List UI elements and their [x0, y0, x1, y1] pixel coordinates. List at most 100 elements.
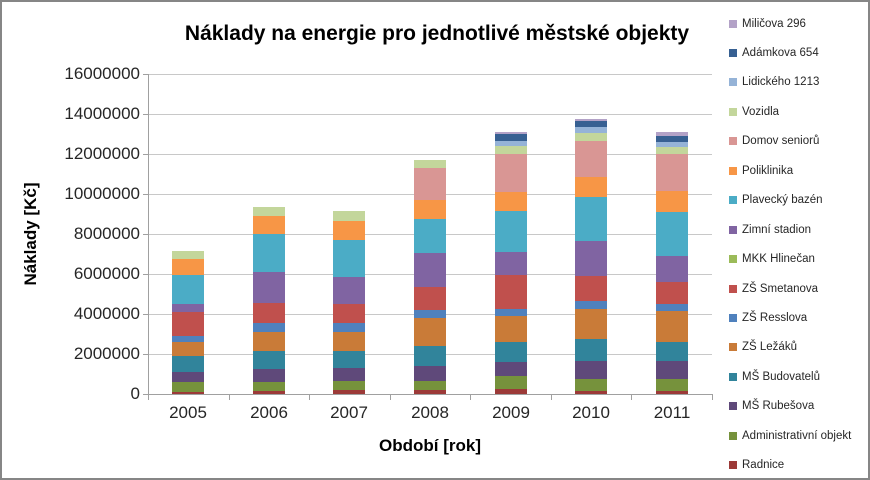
legend-item: ZŠ Ležáků [729, 339, 797, 355]
bar-segment-2006 [253, 303, 285, 323]
x-tick-mark [309, 395, 310, 400]
bar-segment-2011 [656, 142, 688, 147]
bar-segment-2008 [414, 310, 446, 318]
y-tick-label: 2000000 [73, 344, 140, 363]
bar-segment-2006 [253, 272, 285, 303]
bar-segment-2010 [575, 241, 607, 276]
bar-segment-2005 [172, 275, 204, 304]
legend-item: Adámkova 654 [729, 45, 819, 61]
bar-segment-2007 [333, 323, 365, 332]
legend-swatch [729, 255, 737, 263]
bar-segment-2009 [495, 362, 527, 376]
x-tick-mark [631, 395, 632, 400]
bar-segment-2010 [575, 119, 607, 121]
legend-item: MŠ Rubešova [729, 398, 814, 414]
y-tick-label: 0 [130, 384, 140, 403]
bar-segment-2010 [575, 197, 607, 241]
bar-segment-2008 [414, 168, 446, 200]
legend-item: Plavecký bazén [729, 192, 823, 208]
x-tick-label: 2006 [250, 403, 288, 422]
x-axis-line [148, 394, 713, 395]
bar-segment-2010 [575, 141, 607, 177]
bar-segment-2011 [656, 391, 688, 394]
chart-title: Náklady na energie pro jednotlivé městsk… [184, 22, 690, 45]
y-tick-label: 8000000 [73, 224, 140, 243]
y-axis-title: Náklady [Kč] [21, 182, 40, 286]
x-tick-label: 2008 [411, 403, 449, 422]
bar-segment-2008 [414, 253, 446, 287]
x-tick-label: 2010 [572, 403, 610, 422]
bar-segment-2011 [656, 154, 688, 191]
y-gridline [148, 74, 712, 75]
bar-segment-2006 [253, 369, 285, 382]
bar-segment-2005 [172, 304, 204, 312]
legend-swatch [729, 49, 737, 57]
x-tick-mark [390, 395, 391, 400]
legend-item-label: Plavecký bazén [742, 194, 823, 206]
bar-segment-2010 [575, 133, 607, 141]
bar-segment-2008 [414, 318, 446, 346]
legend-item-label: Vozidla [742, 106, 780, 118]
bar-segment-2008 [414, 390, 446, 394]
bar-segment-2007 [333, 351, 365, 368]
y-gridline [148, 114, 712, 115]
legend-item-label: ZŠ Smetanova [742, 283, 819, 295]
y-tick-mark [143, 74, 148, 75]
legend-item: MKK Hlinečan [729, 251, 815, 267]
bar-segment-2008 [414, 287, 446, 310]
bar-segment-2011 [656, 282, 688, 304]
y-tick-mark [143, 114, 148, 115]
legend-item: Domov seniorů [729, 133, 819, 149]
bar-segment-2007 [333, 277, 365, 304]
legend-item: Lidického 1213 [729, 74, 819, 90]
y-tick-mark [143, 194, 148, 195]
bar-segment-2005 [172, 259, 204, 275]
bar-segment-2011 [656, 256, 688, 282]
legend-item: Poliklinika [729, 163, 793, 179]
bar-segment-2010 [575, 127, 607, 133]
y-tick-mark [143, 154, 148, 155]
x-tick-mark [470, 395, 471, 400]
legend-item-label: Domov seniorů [742, 135, 820, 147]
bar-segment-2009 [495, 146, 527, 154]
legend-item-label: Administrativní objekt [742, 430, 852, 442]
bar-segment-2009 [495, 389, 527, 394]
x-tick-label: 2011 [653, 403, 691, 422]
legend-swatch [729, 226, 737, 234]
legend-swatch [729, 196, 737, 204]
bar-segment-2009 [495, 132, 527, 134]
legend-item-label: Zimní stadion [742, 224, 812, 236]
bar-segment-2005 [172, 382, 204, 392]
legend-swatch [729, 20, 737, 28]
bar-segment-2009 [495, 252, 527, 275]
bar-segment-2009 [495, 376, 527, 389]
y-gridline [148, 154, 712, 155]
bar-segment-2008 [414, 366, 446, 381]
bar-segment-2006 [253, 332, 285, 351]
bar-segment-2009 [495, 316, 527, 342]
bar-segment-2007 [333, 368, 365, 381]
bar-segment-2011 [656, 304, 688, 311]
bar-segment-2006 [253, 382, 285, 391]
y-axis-line [148, 74, 149, 395]
bar-segment-2006 [253, 391, 285, 394]
bar-segment-2010 [575, 276, 607, 301]
bar-segment-2010 [575, 121, 607, 127]
bar-segment-2008 [414, 219, 446, 253]
y-tick-label: 16000000 [64, 64, 140, 83]
legend-swatch [729, 461, 737, 469]
y-tick-label: 6000000 [73, 264, 140, 283]
bar-segment-2011 [656, 379, 688, 391]
legend-item-label: Radnice [742, 459, 785, 471]
x-tick-label: 2005 [169, 403, 207, 422]
bar-segment-2006 [253, 351, 285, 369]
bar-segment-2010 [575, 301, 607, 309]
y-tick-mark [143, 394, 148, 395]
bar-segment-2005 [172, 342, 204, 356]
bar-segment-2005 [172, 372, 204, 382]
legend-swatch [729, 373, 737, 381]
bar-segment-2011 [656, 191, 688, 212]
legend-item-label: Miličova 296 [742, 18, 806, 30]
bar-segment-2010 [575, 177, 607, 197]
